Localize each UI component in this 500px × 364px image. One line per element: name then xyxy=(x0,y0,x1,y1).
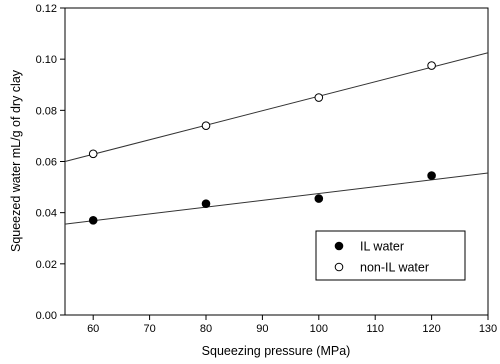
y-tick-label: 0.08 xyxy=(36,105,57,117)
x-tick-label: 130 xyxy=(479,323,497,335)
x-tick-label: 70 xyxy=(143,323,155,335)
data-point-il-water xyxy=(314,194,324,203)
fit-lines xyxy=(64,52,489,225)
x-axis-ticks: 60 70 80 90 100 110 120 130 xyxy=(87,315,497,335)
legend-label-non-il-water: non-IL water xyxy=(360,261,429,275)
fit-line-non-il-water xyxy=(64,52,489,162)
legend-box xyxy=(315,230,466,281)
fit-line-il-water xyxy=(64,172,489,225)
x-tick-label: 120 xyxy=(422,323,440,335)
y-axis-label: Squeezed water mL/g of dry clay xyxy=(9,69,23,252)
legend: IL water non-IL water xyxy=(315,230,466,281)
data-point-il-water xyxy=(427,171,436,180)
data-point-il-water xyxy=(201,199,211,209)
data-points xyxy=(88,61,436,225)
y-axis-ticks: 0.00 0.02 0.04 0.06 0.08 0.10 0.12 xyxy=(36,3,65,322)
legend-marker-non-il-water xyxy=(334,262,344,272)
x-axis-label: Squeezing pressure (MPa) xyxy=(202,344,351,358)
x-tick-label: 100 xyxy=(310,323,328,335)
x-tick-label: 60 xyxy=(87,323,99,335)
y-tick-label: 0.02 xyxy=(36,259,57,271)
data-point-non-il-water xyxy=(201,121,211,130)
legend-marker-il-water xyxy=(334,241,344,251)
y-tick-label: 0.06 xyxy=(36,157,57,169)
legend-label-il-water: IL water xyxy=(360,240,404,254)
data-point-non-il-water xyxy=(88,149,98,159)
x-tick-label: 90 xyxy=(256,323,268,335)
y-tick-label: 0.00 xyxy=(36,310,57,322)
x-tick-label: 80 xyxy=(200,323,212,335)
y-tick-label: 0.12 xyxy=(36,3,57,15)
y-tick-label: 0.04 xyxy=(36,208,57,220)
x-tick-label: 110 xyxy=(366,323,384,335)
y-tick-label: 0.10 xyxy=(36,54,57,66)
data-point-il-water xyxy=(88,216,98,225)
data-point-non-il-water xyxy=(314,93,324,102)
data-point-non-il-water xyxy=(427,61,436,70)
